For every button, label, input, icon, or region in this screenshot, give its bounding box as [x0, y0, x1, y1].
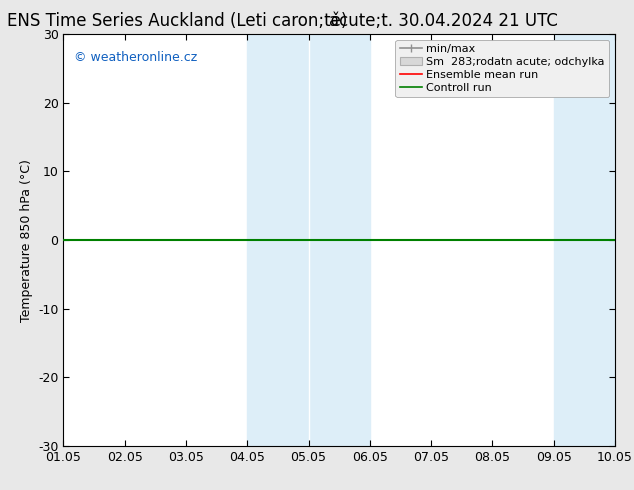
- Text: © weatheronline.cz: © weatheronline.cz: [74, 51, 198, 64]
- Legend: min/max, Sm  283;rodatn acute; odchylka, Ensemble mean run, Controll run: min/max, Sm 283;rodatn acute; odchylka, …: [396, 40, 609, 97]
- Text: ENS Time Series Auckland (Leti caron;tě): ENS Time Series Auckland (Leti caron;tě): [8, 12, 347, 30]
- Text: acute;t. 30.04.2024 21 UTC: acute;t. 30.04.2024 21 UTC: [329, 12, 559, 30]
- Bar: [247, 34, 370, 446]
- Y-axis label: Temperature 850 hPa (°C): Temperature 850 hPa (°C): [20, 159, 32, 321]
- Bar: [553, 34, 615, 446]
